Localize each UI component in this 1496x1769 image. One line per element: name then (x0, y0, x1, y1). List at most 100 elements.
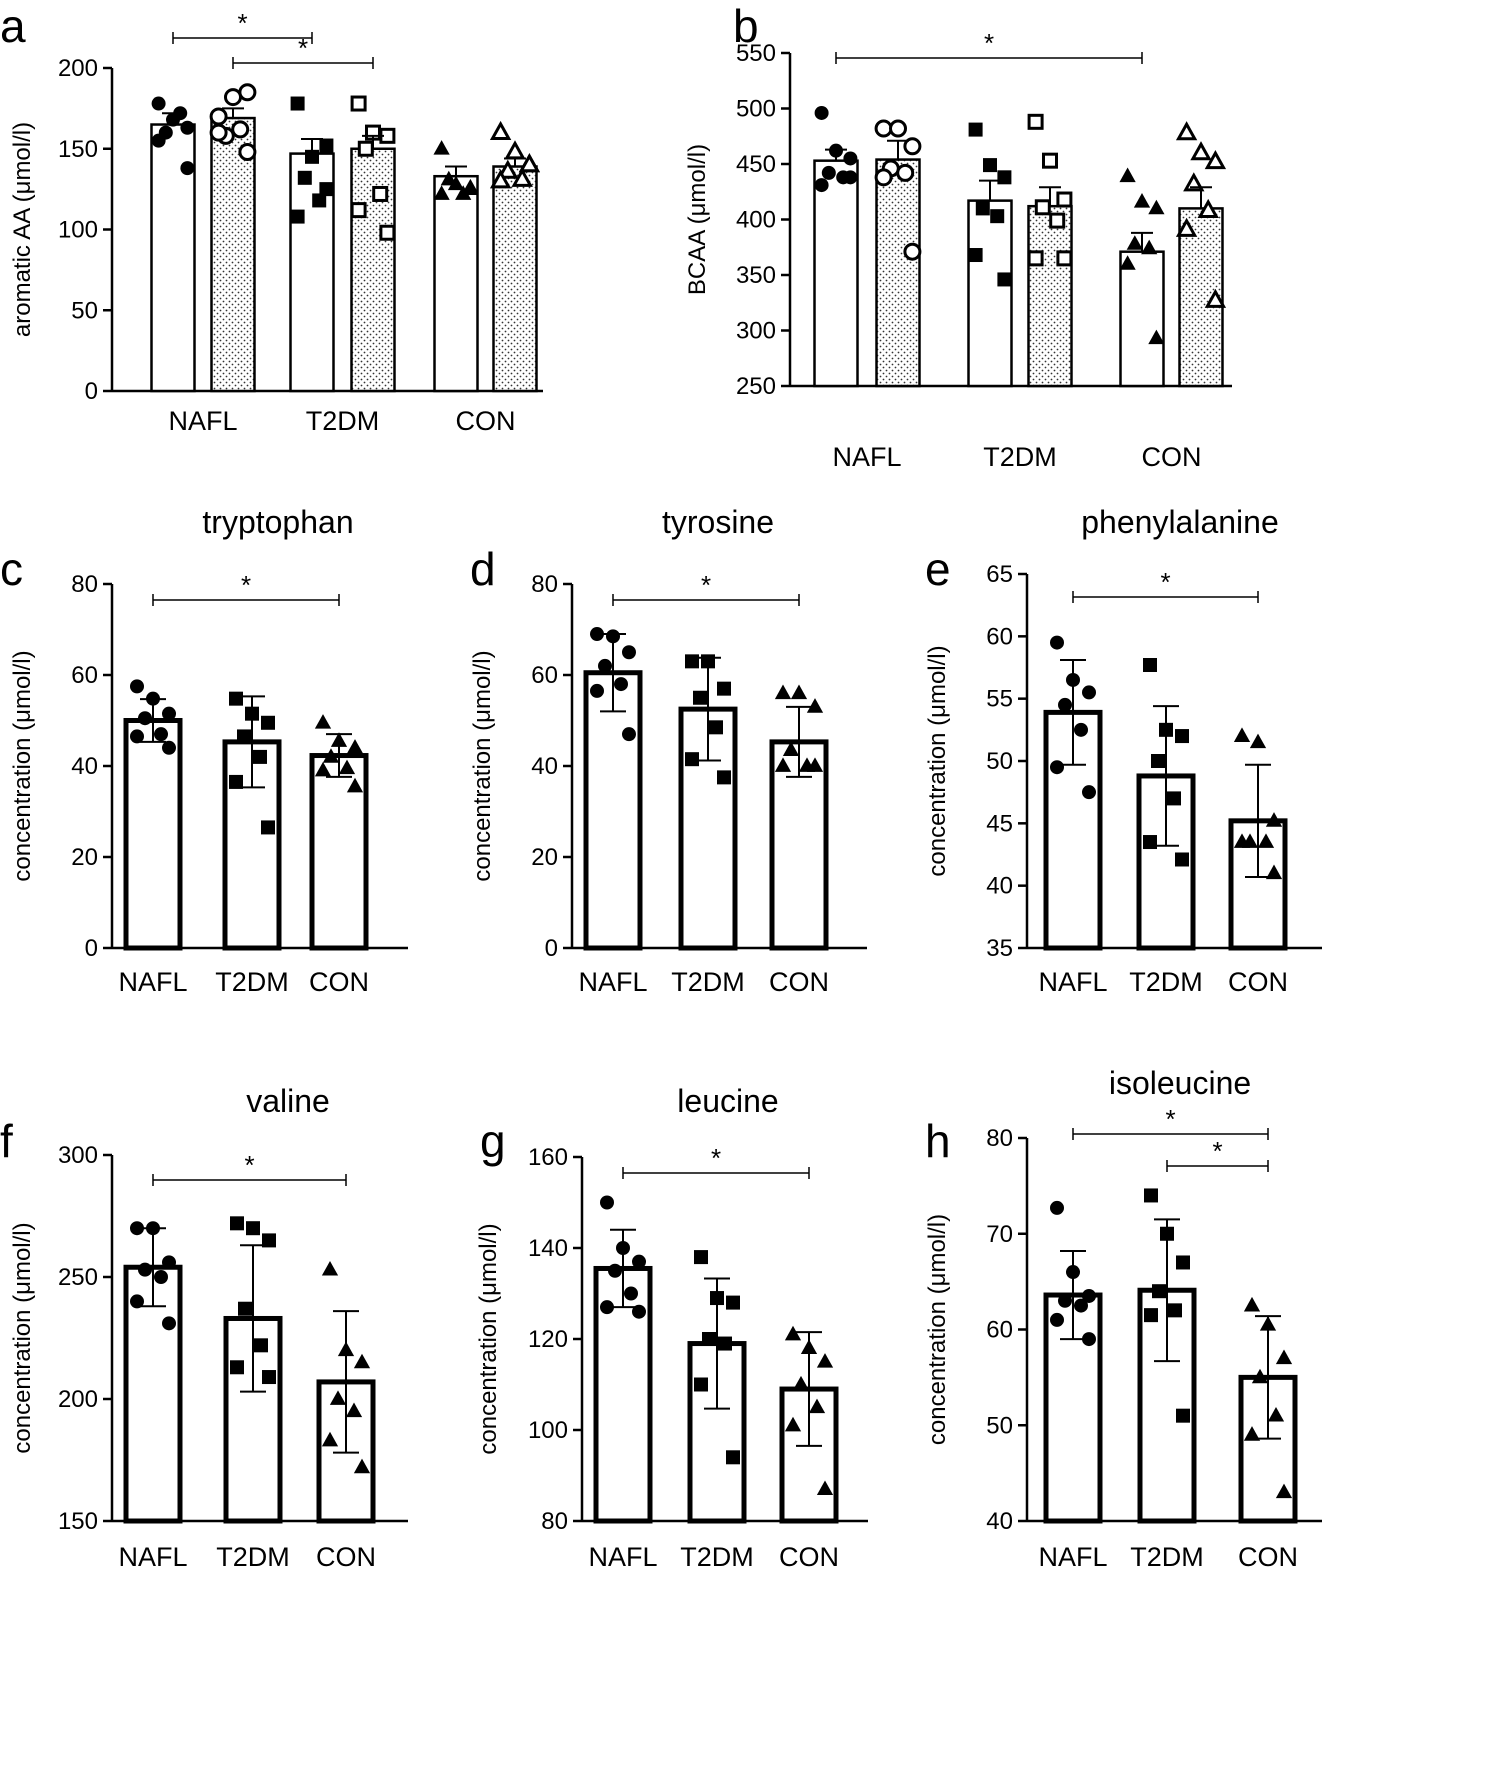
data-point (261, 820, 275, 835)
data-point (1082, 1332, 1096, 1347)
data-point (997, 170, 1012, 185)
data-point (1190, 141, 1212, 161)
data-point (254, 1338, 268, 1353)
data-point (694, 1250, 708, 1265)
data-point (774, 757, 792, 772)
data-point (1176, 1255, 1190, 1270)
data-point (1175, 121, 1198, 141)
data-point (209, 123, 228, 142)
panel-title: phenylalanine (1081, 504, 1279, 540)
category-label: NAFL (118, 1542, 187, 1572)
data-point (717, 681, 731, 696)
data-point (462, 178, 479, 194)
data-point (685, 654, 699, 669)
data-point (1056, 191, 1073, 208)
category-label: CON (769, 967, 829, 997)
data-point (1197, 198, 1219, 218)
data-point (357, 140, 374, 157)
data-point (814, 178, 829, 193)
y-tick-label: 20 (71, 844, 98, 871)
data-point (1050, 635, 1064, 650)
data-point (162, 1255, 176, 1270)
data-point (1049, 212, 1066, 229)
data-point (1050, 1200, 1064, 1215)
data-point (338, 759, 356, 775)
data-point (1074, 1298, 1088, 1313)
category-label: T2DM (983, 442, 1057, 472)
data-point (262, 1370, 276, 1385)
y-tick-label: 60 (986, 1317, 1013, 1344)
data-point (246, 1221, 260, 1236)
category-label: T2DM (1129, 967, 1203, 997)
bar (350, 147, 396, 393)
data-point (782, 741, 800, 756)
data-point (718, 1336, 732, 1351)
y-tick-label: 65 (986, 561, 1013, 588)
category-label: T2DM (216, 1542, 290, 1572)
data-point (238, 142, 257, 161)
y-axis-label: concentration (μmol/l) (9, 650, 36, 881)
y-tick-label: 50 (986, 748, 1013, 775)
data-point (130, 729, 144, 744)
data-point (1141, 239, 1158, 255)
data-point (1257, 833, 1275, 848)
data-point (693, 690, 707, 705)
data-point (162, 740, 176, 755)
panel-letter: b (733, 0, 759, 52)
y-tick-label: 140 (528, 1235, 568, 1262)
data-point (290, 96, 305, 111)
data-point (1027, 250, 1044, 267)
category-label: T2DM (306, 406, 380, 436)
data-point (158, 125, 173, 140)
data-point (238, 83, 257, 102)
data-point (997, 272, 1012, 287)
panel-letter: d (470, 543, 496, 595)
data-point (253, 749, 267, 764)
data-point (511, 167, 533, 187)
data-point (312, 193, 327, 208)
panel-title: isoleucine (1109, 1065, 1251, 1101)
category-label: CON (456, 406, 516, 436)
data-point (590, 683, 604, 698)
data-point (231, 120, 250, 139)
data-point (1167, 791, 1181, 806)
data-point (726, 1450, 740, 1465)
y-tick-label: 0 (85, 935, 98, 962)
y-tick-label: 40 (986, 1508, 1013, 1535)
data-point (1148, 329, 1165, 345)
significance-star: * (701, 570, 711, 600)
data-point (229, 774, 243, 789)
data-point (130, 679, 144, 694)
significance-star: * (298, 33, 308, 63)
data-point (1249, 733, 1267, 749)
y-tick-label: 120 (528, 1326, 568, 1353)
bar (967, 199, 1013, 388)
data-point (319, 138, 334, 153)
data-point (1176, 1408, 1190, 1423)
significance-star: * (1160, 567, 1170, 597)
data-point (262, 1233, 276, 1248)
significance-star: * (1165, 1104, 1175, 1134)
y-tick-label: 80 (541, 1508, 568, 1535)
y-tick-label: 80 (986, 1125, 1013, 1152)
data-point (379, 224, 396, 241)
y-tick-label: 35 (986, 935, 1013, 962)
y-tick-label: 300 (736, 318, 776, 345)
data-point (497, 159, 519, 179)
data-point (1204, 150, 1227, 170)
y-tick-label: 160 (528, 1144, 568, 1171)
data-point (843, 151, 858, 166)
y-tick-label: 50 (71, 297, 98, 324)
y-tick-label: 60 (71, 662, 98, 689)
data-point (297, 170, 312, 185)
data-point (702, 1332, 716, 1346)
data-point (237, 729, 251, 744)
data-point (350, 202, 367, 219)
panel-f: f valine 150 200 250 300 concentration (μmol/l… (0, 1083, 408, 1572)
data-point (229, 691, 243, 706)
data-point (821, 165, 836, 180)
y-tick-label: 40 (986, 873, 1013, 900)
data-point (1133, 193, 1151, 208)
data-point (346, 739, 364, 754)
panel-title: leucine (677, 1083, 778, 1119)
